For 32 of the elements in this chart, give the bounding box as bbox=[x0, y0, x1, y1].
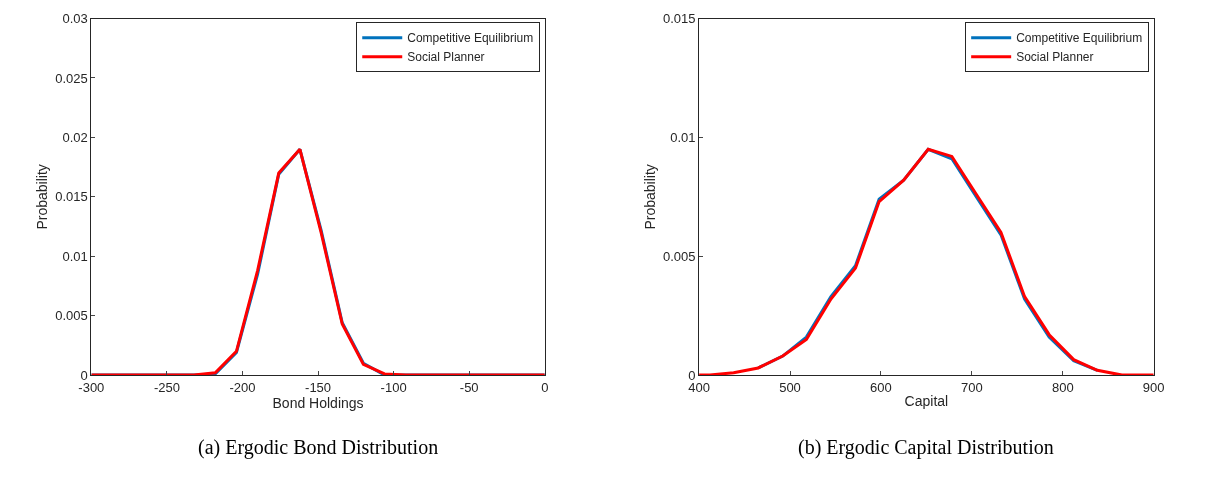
y-tick-label: 0.01 bbox=[62, 248, 88, 264]
x-axis-title: Bond Holdings bbox=[272, 394, 364, 411]
x-tick-label: 800 bbox=[1051, 379, 1074, 395]
y-tick-label: 0.01 bbox=[670, 129, 696, 145]
y-tick-label: 0.005 bbox=[55, 308, 88, 324]
x-tick-label: 600 bbox=[870, 379, 892, 395]
y-axis-title: Probability bbox=[33, 164, 50, 230]
x-tick-label: 0 bbox=[541, 379, 549, 395]
legend-label: Competitive Equilibrium bbox=[1016, 31, 1143, 46]
line-series bbox=[91, 147, 545, 376]
y-tick-label: 0.015 bbox=[662, 11, 696, 27]
legend-label: Social Planner bbox=[1016, 50, 1094, 65]
y-tick-label: 0.03 bbox=[62, 11, 88, 27]
legend-label: Social Planner bbox=[407, 50, 485, 65]
legend-label: Competitive Equilibrium bbox=[407, 31, 534, 46]
x-tick-label: -100 bbox=[380, 379, 407, 395]
line-series bbox=[699, 147, 1154, 376]
x-tick-label: 900 bbox=[1142, 379, 1165, 395]
y-tick-label: 0.015 bbox=[55, 189, 88, 205]
y-tick-label: 0.025 bbox=[55, 70, 88, 86]
x-tick-label: -250 bbox=[153, 379, 180, 395]
x-tick-label: -150 bbox=[305, 379, 332, 395]
y-tick-label: 0.005 bbox=[662, 248, 696, 264]
x-tick-label: -200 bbox=[229, 379, 256, 395]
text: (a) Ergodic Bond Distribution bbox=[198, 436, 439, 459]
x-tick-label: 500 bbox=[779, 379, 801, 395]
x-axis-title: Capital bbox=[904, 392, 949, 409]
x-tick-label: 700 bbox=[961, 379, 983, 395]
y-axis-title: Probability bbox=[641, 164, 658, 230]
text: (b) Ergodic Capital Distribution bbox=[798, 436, 1054, 459]
x-tick-label: -50 bbox=[459, 379, 479, 395]
y-tick-label: 0.02 bbox=[62, 129, 88, 145]
